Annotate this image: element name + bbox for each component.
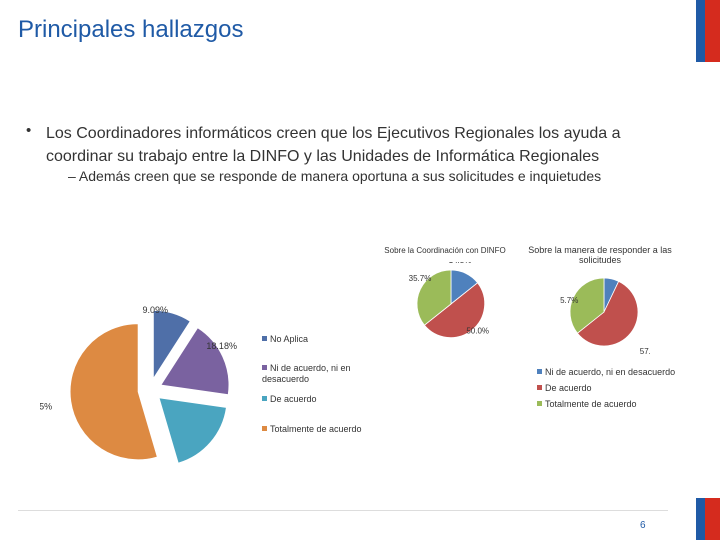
pie-slice-totalmente-de-acuerdo	[416, 269, 452, 326]
chart-title-coordinacion: Sobre la Coordinación con DINFO	[384, 246, 506, 255]
data-label: 57.1%	[640, 347, 650, 356]
legend-label: Totalmente de acuerdo	[545, 399, 637, 409]
legend-item-ni-acuerdo: Ni de acuerdo, ni en desacuerdo	[262, 363, 367, 385]
pie-slice-de-acuerdo	[423, 282, 486, 338]
pie-slice-totalmente-de-acuerdo	[569, 277, 605, 334]
legend-swatch	[262, 365, 267, 370]
pie-chart-responder: 7.1%57.1%35.7%	[560, 277, 650, 356]
legend-swatch	[537, 385, 542, 390]
pie-chart-coordinacion: 14.3% 50.0% 35.7%	[409, 262, 489, 338]
legend-item-no-aplica: No Aplica	[262, 334, 308, 345]
legend-item-de-acuerdo-2: De acuerdo	[537, 383, 592, 394]
legend-item-de-acuerdo: De acuerdo	[262, 394, 317, 405]
data-label: 50.0%	[466, 327, 489, 336]
bottom-divider	[18, 510, 668, 511]
legend-label: De acuerdo	[545, 383, 592, 393]
legend-swatch	[262, 426, 267, 431]
legend-label: Ni de acuerdo, ni en desacuerdo	[262, 363, 351, 384]
legend-item-totalmente: Totalmente de acuerdo	[262, 424, 362, 435]
legend-item-totalmente-2: Totalmente de acuerdo	[537, 399, 637, 410]
data-label: 35.7%	[560, 296, 578, 305]
page-number: 6	[640, 520, 646, 531]
legend-swatch	[537, 401, 542, 406]
pie-slice-totalmente-de-acuerdo	[69, 323, 158, 461]
pie-slice-de-acuerdo	[158, 397, 227, 464]
legend-label: De acuerdo	[270, 394, 317, 404]
slide-title: Principales hallazgos	[18, 16, 244, 43]
main-bullet-text: Los Coordinadores informáticos creen que…	[46, 125, 621, 165]
legend-label: No Aplica	[270, 334, 309, 344]
flag-decoration-top	[696, 0, 720, 62]
data-label: 9.09%	[143, 305, 169, 315]
pie-slice-de-acuerdo	[576, 280, 639, 347]
data-label: 18.18%	[206, 341, 237, 351]
flag-decoration-bottom	[696, 498, 720, 540]
bullet-symbol: •	[26, 122, 32, 139]
legend-swatch	[262, 396, 267, 401]
legend-item-ni-acuerdo-2: Ni de acuerdo, ni en desacuerdo	[537, 367, 675, 378]
pie-slice-no-aplica	[152, 310, 191, 380]
data-label: 35.7%	[409, 274, 432, 283]
data-label: 14.3%	[449, 262, 472, 265]
legend-label: Totalmente de acuerdo	[270, 424, 362, 434]
legend-swatch	[537, 369, 542, 374]
sub-bullet-text: – Además creen que se responde de manera…	[68, 168, 602, 184]
pie-slice-ni-de-acuerdo-ni-en-desacuerdo	[160, 327, 230, 396]
legend-label: Ni de acuerdo, ni en desacuerdo	[545, 367, 676, 377]
legend-swatch	[262, 336, 267, 341]
chart-title-responder: Sobre la manera de responder a las solic…	[528, 245, 672, 265]
data-label: 54.55%	[40, 402, 52, 412]
pie-chart-overall: 9.09%18.18%18.18%54.55%	[40, 305, 237, 464]
